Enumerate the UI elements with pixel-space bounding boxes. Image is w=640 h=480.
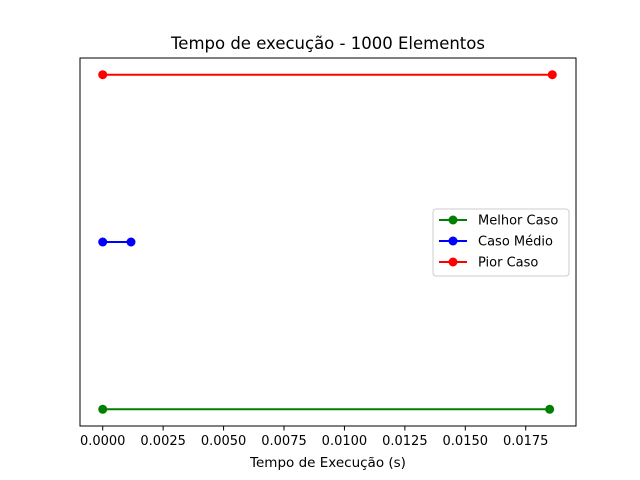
legend-marker-caso-medio xyxy=(448,236,458,246)
data-point-pior-caso-0 xyxy=(98,70,108,80)
x-tick-label: 0.0025 xyxy=(140,434,186,449)
x-tick-label: 0.0000 xyxy=(80,434,126,449)
data-point-pior-caso-1 xyxy=(547,70,557,80)
x-tick-label: 0.0050 xyxy=(201,434,247,449)
x-tick-label: 0.0100 xyxy=(322,434,368,449)
legend-marker-pior-caso xyxy=(448,257,458,267)
x-axis-ticks: 0.0000 0.0025 0.0050 0.0075 0.0100 0.0125 0.01… xyxy=(80,426,549,449)
legend: Melhor Caso Caso Médio Pior Caso xyxy=(432,208,570,277)
series-layer xyxy=(98,70,557,414)
data-point-melhor-caso-0 xyxy=(98,404,108,414)
data-point-caso-medio-1 xyxy=(126,237,136,247)
x-tick-label: 0.0175 xyxy=(503,434,549,449)
legend-label-caso-medio: Caso Médio xyxy=(478,235,553,250)
legend-label-melhor-caso: Melhor Caso xyxy=(478,214,558,229)
legend-box xyxy=(432,208,570,277)
plot-area-frame xyxy=(79,57,577,427)
x-tick-label: 0.0075 xyxy=(261,434,307,449)
x-tick-label: 0.0150 xyxy=(443,434,489,449)
legend-label-pior-caso: Pior Caso xyxy=(478,256,538,271)
x-tick-label: 0.0125 xyxy=(382,434,428,449)
chart-title: Tempo de execução - 1000 Elementos xyxy=(170,34,485,53)
x-axis-label: Tempo de Execução (s) xyxy=(249,455,406,471)
data-point-caso-medio-0 xyxy=(98,237,108,247)
legend-marker-melhor-caso xyxy=(448,215,458,225)
data-point-melhor-caso-1 xyxy=(545,404,555,414)
